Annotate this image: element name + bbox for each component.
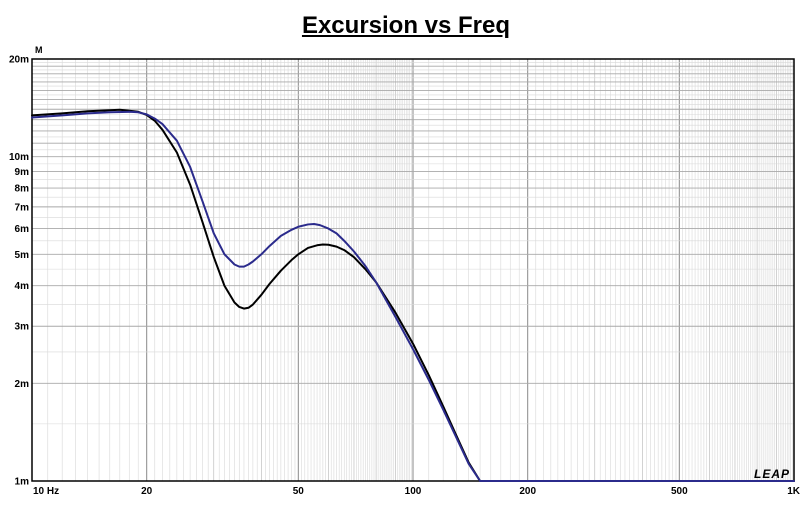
x-tick-label: 20 (141, 486, 153, 497)
y-tick-label: 2m (15, 379, 30, 390)
leap-logo: LEAP (754, 467, 790, 481)
y-unit-label: M (35, 45, 43, 55)
y-tick-label: 3m (15, 322, 30, 333)
y-tick-label: 9m (15, 167, 30, 178)
x-tick-label: 500 (671, 486, 688, 497)
series-line-2 (31, 110, 795, 482)
y-tick-label: 20m (9, 55, 29, 66)
chart-title: Excursion vs Freq (301, 12, 511, 39)
x-tick-label: 100 (405, 486, 422, 497)
x-tick-label: 10 Hz (33, 486, 59, 497)
y-tick-label: 7m (15, 202, 30, 213)
y-tick-label: 10m (9, 152, 29, 163)
x-tick-label: 50 (293, 486, 305, 497)
plot-frame (31, 58, 795, 482)
x-tick-labels: 10 Hz 20 50 100 200 500 1K (33, 486, 801, 497)
series-layer (31, 108, 795, 482)
y-tick-label: 1m (15, 477, 30, 488)
y-tick-label: 8m (15, 184, 30, 195)
x-tick-label: 1K (787, 486, 801, 497)
y-tick-label: 4m (15, 281, 30, 292)
y-tick-label: 5m (15, 250, 30, 261)
y-tick-labels: 20m 10m 9m 8m 7m 6m 5m 4m 3m 2m 1m (9, 55, 29, 488)
y-tick-label: 6m (15, 224, 30, 235)
x-tick-label: 200 (519, 486, 536, 497)
grid (32, 59, 794, 481)
